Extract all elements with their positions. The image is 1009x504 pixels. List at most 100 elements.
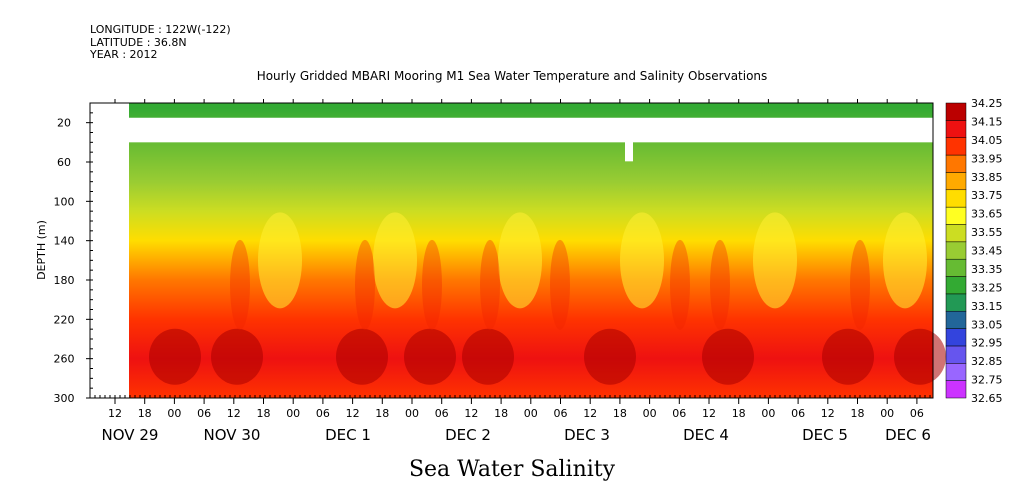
colorbar-label: 32.65 bbox=[971, 392, 1003, 405]
y-tick-label: 260 bbox=[54, 353, 75, 366]
colorbar-swatch bbox=[945, 345, 967, 364]
salinity-intrusion bbox=[480, 239, 500, 330]
isohaline-trough bbox=[373, 212, 417, 309]
salinity-intrusion bbox=[710, 239, 730, 330]
x-tick-label: 00 bbox=[643, 407, 657, 420]
colorbar-label: 32.85 bbox=[971, 355, 1003, 368]
colorbar-swatch bbox=[945, 310, 967, 329]
x-tick-label: 18 bbox=[257, 407, 271, 420]
x-tick-label: 06 bbox=[910, 407, 924, 420]
colorbar-label: 32.95 bbox=[971, 337, 1003, 350]
x-axis: 12 18 00 06 12 18 00 06 12 18 00 06 12 18 00 06 12 18 00 06… bbox=[94, 99, 931, 444]
colorbar-swatch bbox=[945, 120, 967, 138]
isohaline-trough bbox=[620, 212, 664, 309]
no-data-gap bbox=[625, 141, 633, 162]
colorbar-label: 34.25 bbox=[971, 97, 1003, 110]
x-date-label: DEC 2 bbox=[445, 426, 491, 444]
colorbar-swatch bbox=[945, 241, 967, 260]
colorbar-label: 33.05 bbox=[971, 318, 1003, 331]
year-label: YEAR : 2012 bbox=[90, 48, 158, 61]
salinity-intrusion bbox=[422, 239, 442, 330]
x-tick-label: 12 bbox=[346, 407, 360, 420]
y-tick-label: 20 bbox=[57, 117, 71, 130]
no-data-band bbox=[129, 117, 933, 143]
colorbar-swatch bbox=[945, 363, 967, 381]
salinity-intrusion bbox=[230, 239, 250, 330]
x-axis-label: Sea Water Salinity bbox=[409, 457, 616, 482]
x-date-label: NOV 29 bbox=[102, 426, 159, 444]
colorbar-swatch bbox=[945, 258, 967, 277]
colorbar-swatch bbox=[945, 172, 967, 191]
y-axis: 20 60 100 140 180 220 260 300 bbox=[54, 112, 93, 405]
colorbar-label: 33.85 bbox=[971, 171, 1003, 184]
colorbar-swatch bbox=[945, 293, 967, 312]
x-tick-label: 00 bbox=[167, 407, 181, 420]
x-tick-label: 18 bbox=[138, 407, 152, 420]
x-tick-label: 12 bbox=[464, 407, 478, 420]
y-tick-label: 140 bbox=[54, 235, 75, 248]
high-salinity-core bbox=[149, 328, 201, 385]
y-tick-label: 180 bbox=[54, 274, 75, 287]
x-tick-label: 06 bbox=[316, 407, 330, 420]
colorbar-swatch bbox=[945, 137, 967, 156]
high-salinity-core bbox=[462, 328, 514, 385]
colorbar-swatch bbox=[945, 206, 967, 225]
x-tick-label: 00 bbox=[880, 407, 894, 420]
colorbar-swatch bbox=[945, 154, 967, 173]
x-tick-label: 00 bbox=[405, 407, 419, 420]
y-tick-label: 220 bbox=[54, 313, 75, 326]
y-axis-label: DEPTH (m) bbox=[35, 220, 48, 280]
x-tick-label: 18 bbox=[375, 407, 389, 420]
x-date-label: DEC 3 bbox=[564, 426, 610, 444]
colorbar-swatch bbox=[945, 102, 967, 121]
isohaline-trough bbox=[498, 212, 542, 309]
high-salinity-core bbox=[211, 328, 263, 385]
x-tick-label: 06 bbox=[435, 407, 449, 420]
colorbar-label: 33.35 bbox=[971, 263, 1003, 276]
x-tick-label: 12 bbox=[702, 407, 716, 420]
x-tick-label: 00 bbox=[524, 407, 538, 420]
colorbar-label: 33.75 bbox=[971, 189, 1003, 202]
colorbar-swatch bbox=[945, 328, 967, 347]
x-tick-label: 12 bbox=[108, 407, 122, 420]
high-salinity-core bbox=[702, 328, 754, 385]
colorbar-swatch bbox=[945, 380, 967, 399]
colorbar-label: 33.15 bbox=[971, 300, 1003, 313]
salinity-intrusion bbox=[550, 239, 570, 330]
x-date-label: DEC 6 bbox=[885, 426, 931, 444]
x-tick-label: 18 bbox=[494, 407, 508, 420]
x-tick-label: 06 bbox=[197, 407, 211, 420]
x-tick-label: 12 bbox=[583, 407, 597, 420]
colorbar-swatch bbox=[945, 224, 967, 243]
x-tick-label: 00 bbox=[286, 407, 300, 420]
isohaline-trough bbox=[258, 212, 302, 309]
colorbar-label: 32.75 bbox=[971, 374, 1003, 387]
salinity-intrusion bbox=[850, 239, 870, 330]
chart-title: Hourly Gridded MBARI Mooring M1 Sea Wate… bbox=[257, 69, 768, 83]
x-tick-label: 18 bbox=[613, 407, 627, 420]
colorbar-label: 34.15 bbox=[971, 115, 1003, 128]
high-salinity-core bbox=[822, 328, 874, 385]
x-tick-label: 18 bbox=[851, 407, 865, 420]
isohaline-trough bbox=[753, 212, 797, 309]
x-tick-label: 18 bbox=[732, 407, 746, 420]
colorbar-label: 33.45 bbox=[971, 245, 1003, 258]
salinity-intrusion bbox=[355, 239, 375, 330]
colorbar-swatch bbox=[945, 276, 967, 295]
x-tick-label: 12 bbox=[821, 407, 835, 420]
x-date-label: DEC 4 bbox=[683, 426, 729, 444]
colorbar-label: 33.55 bbox=[971, 226, 1003, 239]
colorbar-label: 33.95 bbox=[971, 152, 1003, 165]
high-salinity-core bbox=[336, 328, 388, 385]
high-salinity-core bbox=[404, 328, 456, 385]
heatmap-area bbox=[89, 102, 946, 399]
x-tick-label: 00 bbox=[761, 407, 775, 420]
x-date-label: NOV 30 bbox=[204, 426, 261, 444]
high-salinity-core bbox=[584, 328, 636, 385]
longitude-label: LONGITUDE : 122W(-122) bbox=[90, 23, 231, 36]
x-tick-label: 12 bbox=[227, 407, 241, 420]
y-tick-label: 300 bbox=[54, 392, 75, 405]
colorbar-label: 33.25 bbox=[971, 281, 1003, 294]
colorbar-label: 33.65 bbox=[971, 208, 1003, 221]
